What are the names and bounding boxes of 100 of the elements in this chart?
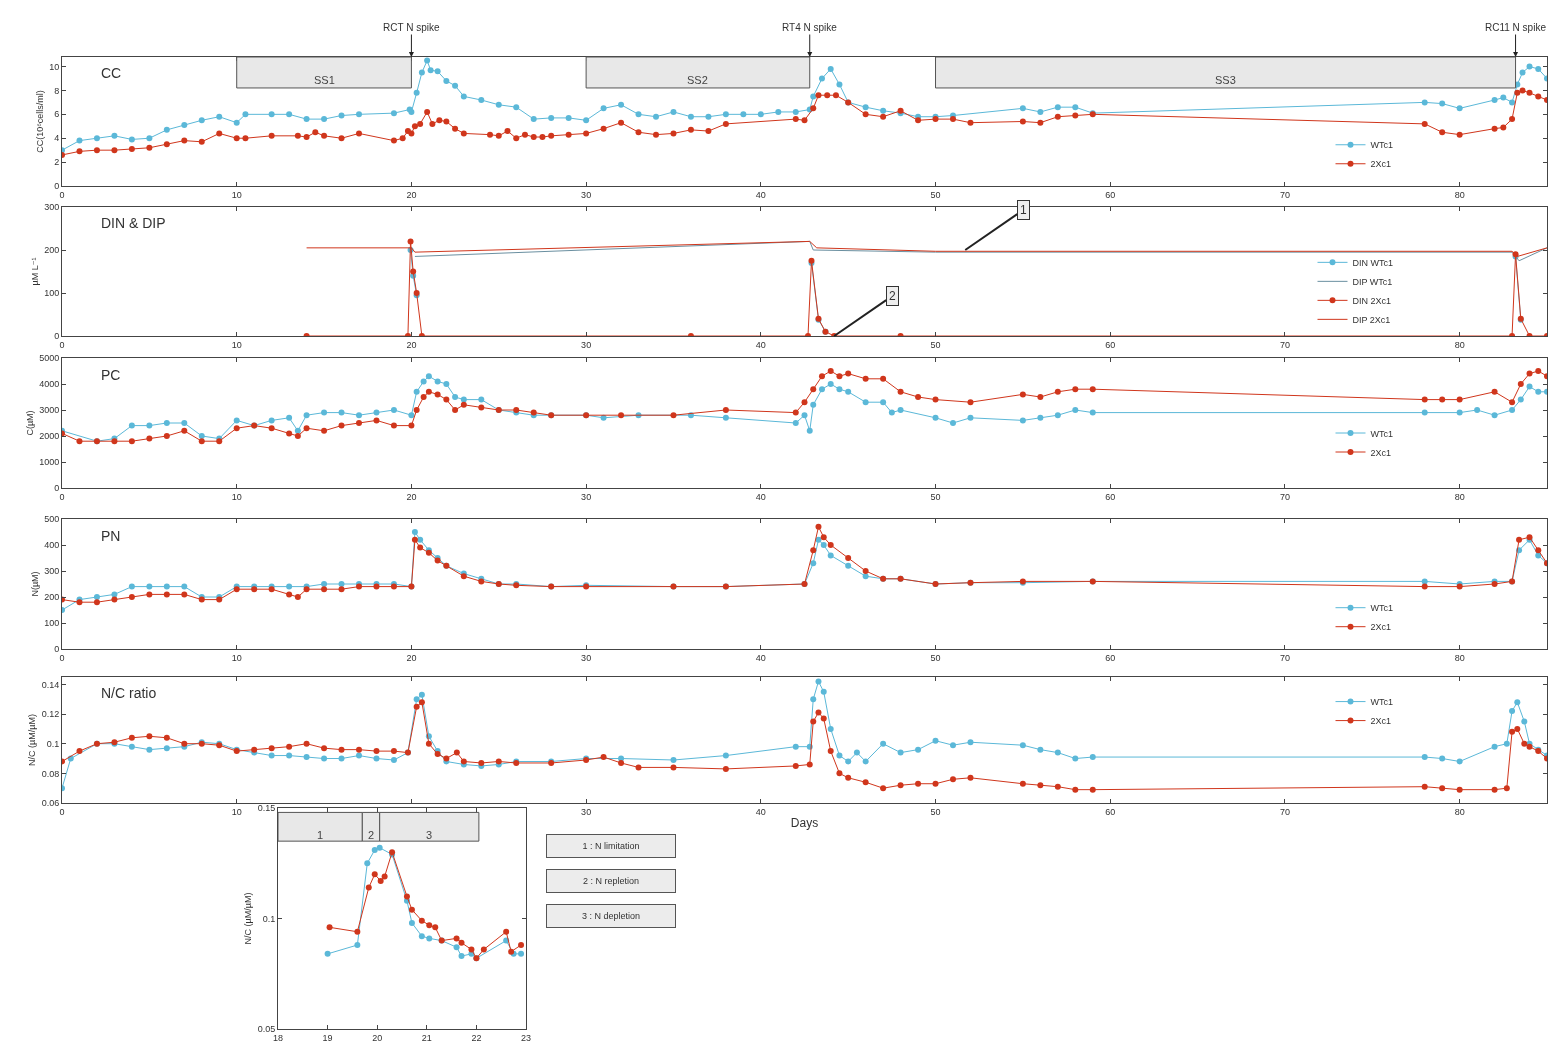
x-tick-label: 20 <box>406 339 417 350</box>
y-tick-label: 100 <box>44 618 60 629</box>
annotation: 1 <box>1020 203 1027 217</box>
annotation: 2 <box>889 289 896 303</box>
y-tick-label: 0.05 <box>257 1024 276 1035</box>
y-tick-label: 4 <box>54 133 60 144</box>
x-tick-label: 20 <box>406 652 417 663</box>
y-tick-label: 0 <box>54 644 60 655</box>
legend-label: DIP 2Xc1 <box>1352 314 1391 325</box>
x-tick-label: 20 <box>406 491 417 502</box>
x-tick-label: 50 <box>930 339 941 350</box>
y-tick-label: 500 <box>44 514 60 525</box>
x-tick-label: 50 <box>930 652 941 663</box>
y-tick-label: 0.1 <box>262 913 276 924</box>
y-axis-title: µM L⁻¹ <box>29 257 40 286</box>
y-axis-title: N/C (µM/µM) <box>243 892 254 945</box>
y-axis-title: CC(10⁶cells/ml) <box>34 90 45 153</box>
x-tick-label: 22 <box>471 1032 482 1043</box>
y-axis-title: N/C (µM/µM) <box>27 714 38 766</box>
y-tick-label: 0 <box>54 483 60 494</box>
y-tick-label: 0.08 <box>41 768 60 779</box>
x-tick-label: 60 <box>1105 491 1116 502</box>
y-tick-label: 300 <box>44 202 60 213</box>
x-tick-label: 10 <box>231 806 242 817</box>
y-tick-label: 10 <box>49 61 60 72</box>
x-tick-label: 20 <box>372 1032 383 1043</box>
x-tick-label: 10 <box>231 491 242 502</box>
y-tick-label: 0 <box>54 181 60 192</box>
x-tick-label: 30 <box>581 491 592 502</box>
legend-label: WTc1 <box>1370 603 1393 614</box>
band-label: 2 <box>368 829 375 841</box>
y-tick-label: 200 <box>44 245 60 256</box>
legend-label: 2Xc1 <box>1370 622 1392 633</box>
legend-label: WTc1 <box>1370 140 1393 151</box>
legend-label: 2Xc1 <box>1370 159 1392 170</box>
text: PN <box>101 528 121 544</box>
text: 2 : N repletion <box>582 876 640 886</box>
legend-label: DIP WTc1 <box>1352 276 1393 287</box>
x-tick-label: 30 <box>581 189 592 200</box>
x-tick-label: 50 <box>930 491 941 502</box>
y-tick-label: 0.14 <box>41 679 60 690</box>
band-label: SS2 <box>687 74 708 86</box>
legend-label: DIN 2Xc1 <box>1352 295 1392 306</box>
x-tick-label: 60 <box>1105 806 1116 817</box>
y-tick-label: 100 <box>44 288 60 299</box>
y-tick-label: 400 <box>44 540 60 551</box>
y-tick-label: 2 <box>54 157 60 168</box>
band-label: 3 <box>426 829 433 841</box>
y-axis-title: C(µM) <box>24 410 35 436</box>
legend-label: WTc1 <box>1370 428 1393 439</box>
y-tick-label: 4000 <box>39 379 60 390</box>
x-tick-label: 40 <box>755 189 766 200</box>
x-tick-label: 20 <box>406 189 417 200</box>
x-tick-label: 70 <box>1279 806 1290 817</box>
x-tick-label: 10 <box>231 339 242 350</box>
y-tick-label: 0 <box>54 331 60 342</box>
y-tick-label: 3000 <box>39 405 60 416</box>
x-tick-label: 30 <box>581 652 592 663</box>
x-tick-label: 70 <box>1279 339 1290 350</box>
x-tick-label: 80 <box>1454 806 1465 817</box>
y-tick-label: 2000 <box>39 431 60 442</box>
y-tick-label: 5000 <box>39 353 60 364</box>
text: CC <box>101 65 122 81</box>
band-label: SS3 <box>1215 74 1236 86</box>
text: N/C ratio <box>101 685 157 701</box>
text: PC <box>101 367 121 383</box>
annotation: RCT N spike <box>383 22 440 33</box>
y-axis-title: N(µM) <box>29 571 40 597</box>
band-label: 1 <box>317 829 324 841</box>
y-tick-label: 6 <box>54 109 60 120</box>
x-tick-label: 21 <box>421 1032 432 1043</box>
x-tick-label: 40 <box>755 491 766 502</box>
x-tick-label: 80 <box>1454 652 1465 663</box>
x-tick-label: 60 <box>1105 652 1116 663</box>
x-axis-title: Days <box>790 815 819 830</box>
x-tick-label: 23 <box>520 1032 532 1043</box>
x-tick-label: 70 <box>1279 491 1290 502</box>
text: 3 : N depletion <box>581 911 641 921</box>
x-tick-label: 80 <box>1454 189 1465 200</box>
y-tick-label: 8 <box>54 85 60 96</box>
x-tick-label: 70 <box>1279 189 1290 200</box>
legend-label: WTc1 <box>1370 697 1393 708</box>
x-tick-label: 18 <box>272 1032 284 1043</box>
annotation: RT4 N spike <box>782 22 838 33</box>
legend-label: DIN WTc1 <box>1352 257 1393 268</box>
x-tick-label: 80 <box>1454 491 1465 502</box>
legend-label: 2Xc1 <box>1370 716 1392 727</box>
y-tick-label: 0.12 <box>41 709 60 720</box>
x-tick-label: 50 <box>930 189 941 200</box>
x-tick-label: 60 <box>1105 339 1116 350</box>
y-tick-label: 0.06 <box>41 798 60 809</box>
x-tick-label: 40 <box>755 806 766 817</box>
legend-label: 2Xc1 <box>1370 447 1392 458</box>
x-tick-label: 30 <box>581 339 592 350</box>
x-tick-label: 30 <box>581 806 592 817</box>
band-label: SS1 <box>314 74 335 86</box>
y-tick-label: 200 <box>44 592 60 603</box>
x-tick-label: 50 <box>930 806 941 817</box>
y-tick-label: 1000 <box>39 457 60 468</box>
text: 1 : N limitation <box>582 841 640 851</box>
